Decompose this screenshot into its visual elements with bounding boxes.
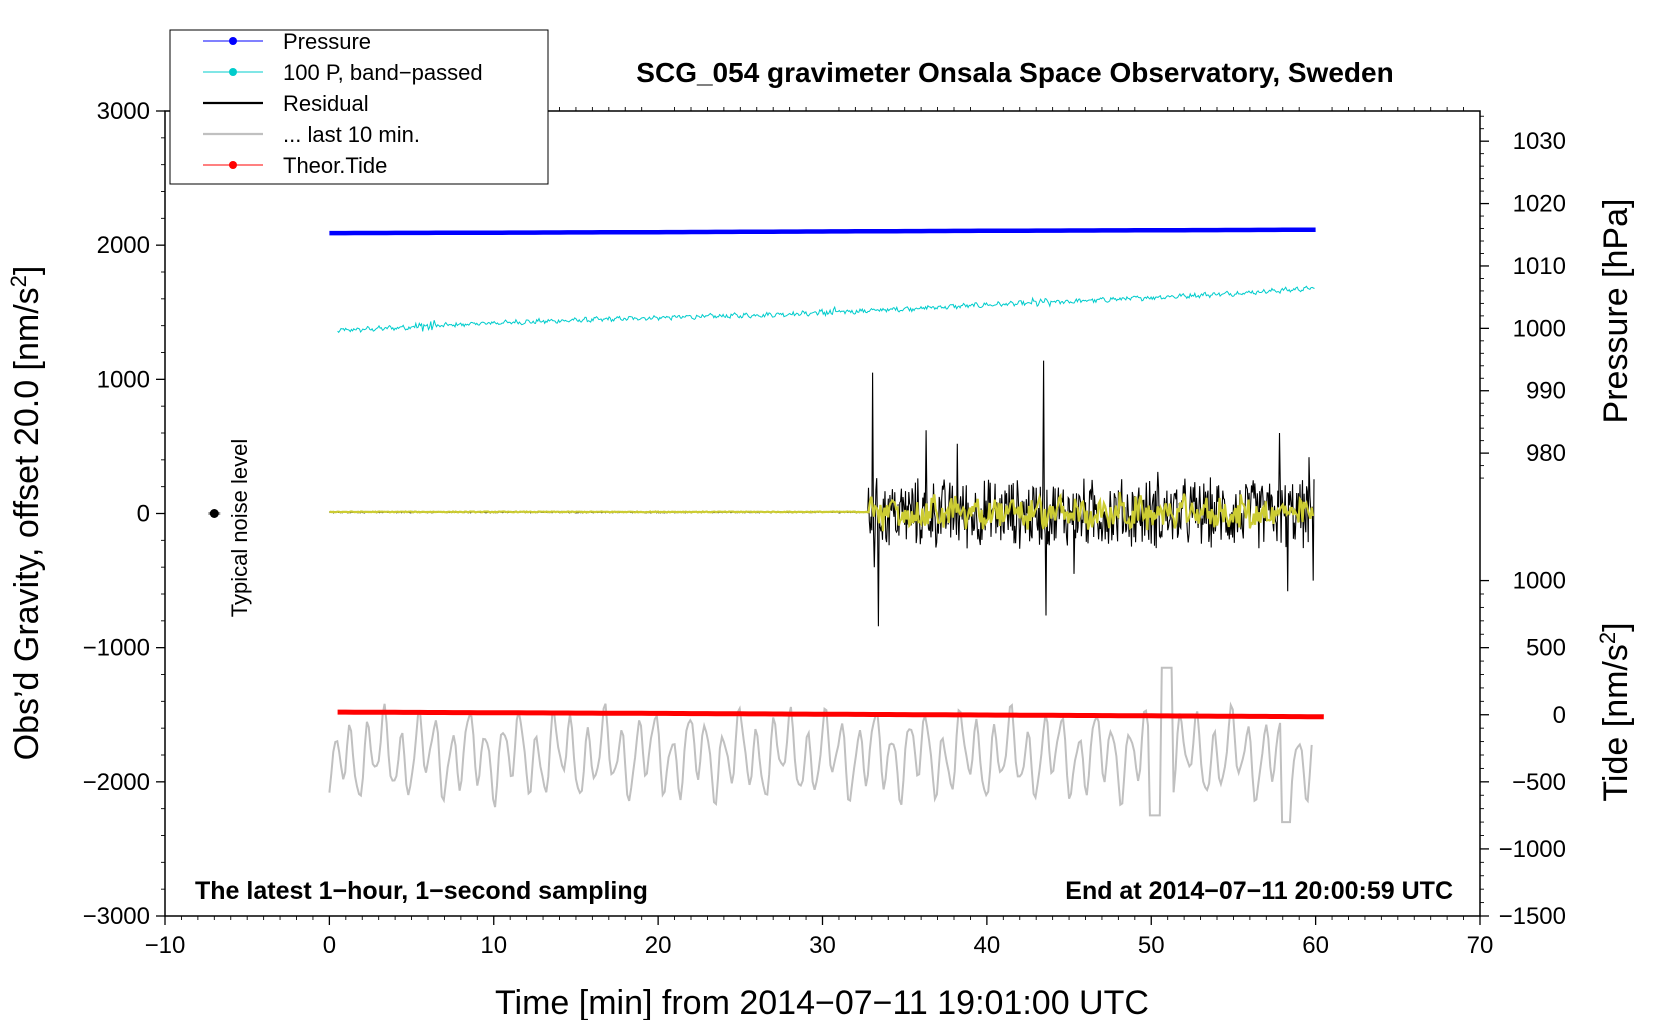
noise-level-marker	[208, 509, 221, 518]
tide-tick-label: −500	[1512, 769, 1566, 796]
series-pressure	[329, 227, 1316, 236]
x-tick-label: 70	[1467, 932, 1494, 959]
x-tick-label: 50	[1138, 932, 1165, 959]
tide-axis-label: Tide [nm/s2]	[1595, 622, 1635, 801]
pressure-tick-label: 1010	[1513, 253, 1566, 280]
x-tick-label: 10	[480, 932, 507, 959]
tide-axis-label-end: ]	[1597, 622, 1635, 631]
y-tick-label: 0	[137, 501, 150, 528]
chart-title: SCG_054 gravimeter Onsala Space Observat…	[636, 57, 1393, 88]
pressure-axis-ticks: 980 990 1000 1010 1020 1030	[1480, 115, 1566, 479]
legend: Pressure 100 P, band−passed Residual ... la…	[169, 29, 549, 185]
y-axis-label: Obs’d Gravity, offset 20.0 [nm/s2]	[6, 266, 46, 761]
y-tick-label: 1000	[97, 366, 150, 393]
tide-tick-label: 0	[1553, 702, 1566, 729]
x-tick-label: 40	[974, 932, 1001, 959]
legend-items: Pressure 100 P, band−passed Residual ... la…	[203, 29, 483, 178]
series-last-10-min	[328, 666, 1313, 824]
legend-label: 100 P, band−passed	[283, 60, 483, 85]
noise-level-label: Typical noise level	[227, 439, 252, 618]
legend-label: Theor.Tide	[283, 153, 387, 178]
legend-marker	[229, 37, 237, 45]
y-axis-label-end: ]	[8, 266, 46, 275]
y-tick-label: −3000	[83, 903, 150, 930]
tide-tick-label: 500	[1526, 635, 1566, 662]
sampling-note: The latest 1−hour, 1−second sampling	[195, 877, 648, 905]
pressure-tick-label: 1020	[1513, 191, 1566, 218]
pressure-axis-label: Pressure [hPa]	[1597, 199, 1635, 424]
pressure-tick-label: 1000	[1513, 315, 1566, 342]
y-axis-ticks: −3000 −2000 −1000 0 1000 2000 3000	[83, 98, 165, 930]
pressure-tick-label: 990	[1526, 378, 1566, 405]
tide-axis-label-main: Tide [nm/s	[1597, 644, 1635, 801]
tide-tick-label: −1000	[1499, 836, 1566, 863]
tide-axis-label-superscript: 2	[1595, 632, 1620, 644]
pressure-tick-label: 1030	[1513, 128, 1566, 155]
legend-label: Residual	[283, 91, 369, 116]
tide-tick-label: 1000	[1513, 568, 1566, 595]
y-tick-label: 2000	[97, 232, 150, 259]
y-tick-label: −1000	[83, 635, 150, 662]
tide-tick-label: −1500	[1499, 903, 1566, 930]
series-layer	[328, 227, 1324, 824]
x-axis-ticks: −10 0 10 20 30 40 50 60 70	[145, 107, 1494, 959]
x-tick-label: −10	[145, 932, 186, 959]
x-tick-label: 60	[1302, 932, 1329, 959]
tide-axis-ticks: −1500 −1000 −500 0 500 1000	[1480, 568, 1566, 930]
x-axis-label: Time [min] from 2014−07−11 19:01:00 UTC	[495, 984, 1149, 1020]
y-tick-label: −2000	[83, 769, 150, 796]
legend-label: Pressure	[283, 29, 371, 54]
series-residual-filtered	[329, 491, 1315, 532]
pressure-tick-label: 980	[1526, 440, 1566, 467]
x-tick-label: 30	[809, 932, 836, 959]
end-time-note: End at 2014−07−11 20:00:59 UTC	[1065, 877, 1453, 905]
legend-box	[169, 29, 549, 185]
legend-label: ... last 10 min.	[283, 122, 420, 147]
legend-marker	[229, 68, 237, 76]
series-band-passed-pressure	[337, 285, 1315, 334]
y-axis-label-main: Obs’d Gravity, offset 20.0 [nm/s	[8, 287, 46, 760]
noise-dot	[209, 509, 219, 518]
x-tick-label: 20	[645, 932, 672, 959]
x-tick-label: 0	[323, 932, 336, 959]
series-theor-tide	[337, 709, 1324, 720]
y-tick-label: 3000	[97, 98, 150, 125]
legend-marker	[229, 161, 237, 169]
y-axis-label-superscript: 2	[6, 275, 31, 287]
